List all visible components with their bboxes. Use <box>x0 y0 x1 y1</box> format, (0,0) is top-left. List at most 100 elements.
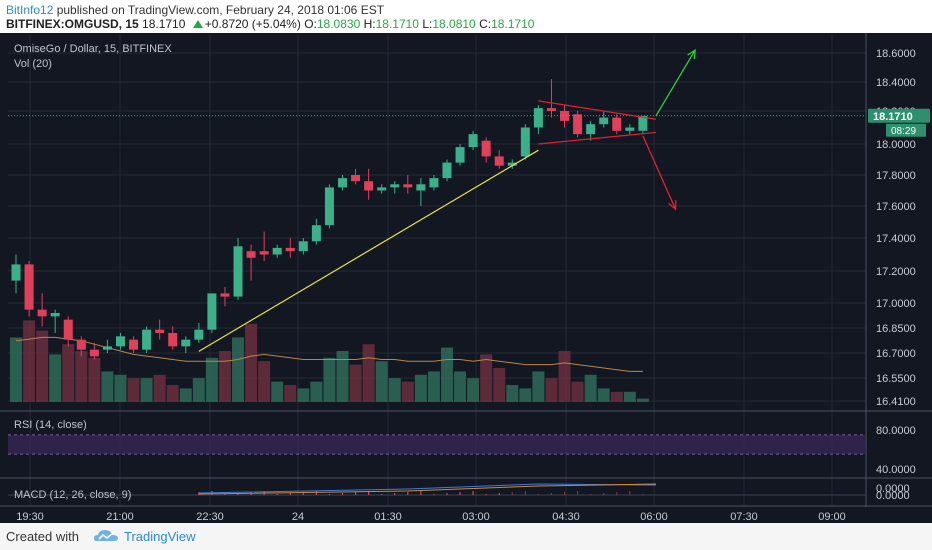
volume-bar <box>166 385 179 402</box>
candle-body <box>63 319 73 340</box>
volume-bar <box>36 330 49 402</box>
candle-body <box>481 140 491 157</box>
candle-body <box>50 313 60 317</box>
macd-histogram-bar <box>642 494 644 495</box>
volume-ma-line <box>15 336 643 372</box>
author-link[interactable]: BitInfo12 <box>6 3 54 17</box>
time-tick-label: 06:00 <box>640 511 668 523</box>
macd-histogram-bar <box>420 491 422 495</box>
macd-histogram-bar <box>237 493 239 495</box>
price-tick-label: 18.0000 <box>876 139 916 151</box>
volume-bar <box>493 368 506 402</box>
arrow-up-shaft <box>655 49 696 117</box>
volume-bar <box>49 354 62 402</box>
last-price: 18.1710 <box>142 17 186 31</box>
volume-bar <box>584 374 597 402</box>
macd-histogram-bar <box>341 493 344 495</box>
price-tick-label: 16.4100 <box>876 396 916 408</box>
symbol-label: BITFINEX:OMGUSD, 15 <box>6 17 139 31</box>
time-tick-label: 21:00 <box>106 511 134 523</box>
macd-histogram-bar <box>550 493 553 495</box>
volume-bar <box>127 378 140 402</box>
price-tick-label: 16.8500 <box>876 323 916 335</box>
open-label: O: <box>304 17 317 31</box>
pane-separators <box>0 33 932 507</box>
candle-body <box>573 114 583 135</box>
macd-histogram-bar <box>315 491 317 495</box>
volume-bar <box>558 351 571 402</box>
macd-histogram-bar <box>276 494 278 495</box>
volume-bar <box>23 320 36 402</box>
volume-label: Vol (20) <box>14 58 52 70</box>
candle-body <box>259 251 269 255</box>
close-label: C: <box>479 17 492 31</box>
macd-tick-label: 0.0000 <box>876 490 910 502</box>
candle-body <box>11 264 21 281</box>
candle-body <box>246 251 256 258</box>
close-value: 18.1710 <box>491 17 535 31</box>
macd-histogram-bar <box>446 493 448 495</box>
volume-bar <box>205 357 218 402</box>
candle-body <box>612 117 622 131</box>
trading-chart[interactable]: 18.600018.400018.200018.000017.800017.60… <box>0 33 932 523</box>
macd-histogram-bar <box>224 494 226 495</box>
volume-bar <box>245 323 258 402</box>
macd-pane <box>8 483 866 496</box>
candle-body <box>442 162 452 179</box>
candle-body <box>507 162 517 166</box>
macd-histogram-bar <box>302 492 304 495</box>
macd-histogram-bar <box>511 492 513 495</box>
candle-body <box>599 117 609 125</box>
macd-histogram-bar <box>433 494 435 495</box>
candle-body <box>142 329 152 350</box>
countdown-text: 08:29 <box>891 126 916 137</box>
candle-body <box>416 184 426 191</box>
signal-line <box>198 483 656 495</box>
tradingview-link[interactable]: TradingView <box>124 529 196 544</box>
macd-histogram-bar <box>616 492 618 495</box>
price-tick-label: 17.6000 <box>876 201 916 213</box>
candle-body <box>102 346 112 350</box>
candle-body <box>115 336 125 347</box>
time-tick-label: 07:30 <box>730 511 758 523</box>
macd-histogram-bar <box>498 493 500 495</box>
volume-bar <box>114 374 127 402</box>
candle-body <box>338 178 347 188</box>
volume-bar <box>310 381 323 402</box>
candle-body <box>520 127 530 157</box>
volume-bar <box>62 344 75 402</box>
price-tick-label: 17.8000 <box>876 170 916 182</box>
rsi-band <box>8 434 866 455</box>
volume-bar <box>519 388 532 402</box>
macd-histogram-bar <box>472 491 474 495</box>
volume-bar <box>336 351 349 402</box>
change-value: +0.8720 (+5.04%) <box>204 17 301 31</box>
rsi-tick-label: 40.0000 <box>876 464 916 476</box>
volume-bar <box>480 354 493 402</box>
volume-bar <box>284 385 297 402</box>
ohlc-line: BITFINEX:OMGUSD, 15 18.1710 +0.8720 (+5.… <box>6 17 534 31</box>
drawings <box>198 48 696 352</box>
volume-bars <box>10 320 649 402</box>
candle-body <box>220 293 230 297</box>
macd-histogram-bar <box>328 494 331 495</box>
macd-histogram-bar <box>576 491 579 495</box>
chart-title: OmiseGo / Dollar, 15, BITFINEX <box>14 43 172 55</box>
volume-bar <box>88 357 101 402</box>
trend-line <box>198 149 539 352</box>
volume-bar <box>597 388 610 402</box>
volume-bar <box>297 388 310 402</box>
candle-body <box>638 115 648 131</box>
low-label: L: <box>422 17 433 31</box>
candle-body <box>129 339 139 350</box>
macd-histogram-bar <box>485 494 487 495</box>
candle-body <box>207 293 217 330</box>
volume-bar <box>532 371 545 402</box>
created-with-text: Created with <box>6 529 79 544</box>
last-price-tag-text: 18.1710 <box>873 111 913 123</box>
macd-histogram-bar <box>590 494 592 495</box>
volume-bar <box>323 357 336 402</box>
up-triangle-icon <box>192 20 203 28</box>
time-tick-label: 19:30 <box>16 511 44 523</box>
candle-body <box>89 349 99 357</box>
